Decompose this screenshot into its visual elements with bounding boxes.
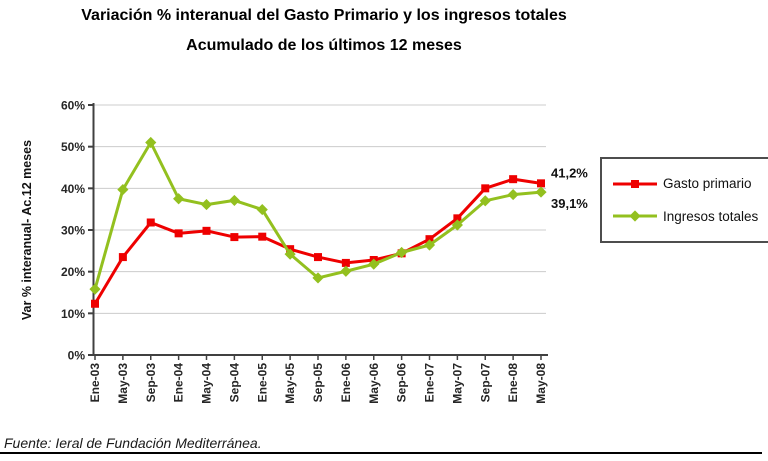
data-point-square <box>146 218 155 227</box>
y-tick-label: 30% <box>61 224 85 238</box>
data-point-diamond <box>629 210 641 222</box>
data-point-diamond <box>89 283 101 295</box>
legend-label-ingresos-totales: Ingresos totales <box>663 208 759 224</box>
data-point-diamond <box>507 188 519 201</box>
data-point-square <box>230 233 239 242</box>
data-point-diamond <box>451 219 463 231</box>
y-tick-label: 60% <box>61 99 85 113</box>
x-tick-label: May-05 <box>283 363 297 404</box>
source-note: Fuente: Ieral de Fundación Mediterránea. <box>4 435 262 451</box>
data-point-diamond <box>340 265 352 277</box>
data-point-diamond <box>535 186 547 198</box>
data-point-diamond <box>368 258 380 270</box>
legend-label-gasto-primario: Gasto primario <box>663 176 752 192</box>
footer-rule <box>0 452 762 454</box>
data-point-diamond <box>479 195 491 207</box>
x-tick-label: Ene-03 <box>88 363 102 403</box>
data-point-square <box>453 214 462 223</box>
x-tick-label: Sep-04 <box>227 363 241 403</box>
data-point-square <box>425 235 434 244</box>
x-tick-label: Ene-06 <box>339 363 353 403</box>
x-tick-label: May-04 <box>200 363 214 404</box>
x-tick-label: Ene-08 <box>506 363 520 403</box>
data-point-square <box>118 253 127 262</box>
x-tick-label: Ene-07 <box>423 363 437 403</box>
data-point-square <box>202 226 211 235</box>
data-point-square <box>537 179 545 188</box>
x-tick-label: May-07 <box>450 363 464 404</box>
x-tick-label: May-06 <box>367 363 381 404</box>
data-point-diamond <box>200 198 213 211</box>
y-tick-label: 50% <box>61 140 85 154</box>
x-tick-label: Ene-04 <box>172 363 186 403</box>
series-gasto-primario: 41,2% <box>91 165 588 308</box>
x-tick-label: Sep-06 <box>395 363 409 403</box>
end-value-label: 41,2% <box>551 165 588 180</box>
data-point-diamond <box>312 272 324 284</box>
red-square-series-marker-icon <box>612 177 658 191</box>
x-tick-label: Sep-03 <box>144 363 158 403</box>
chart-legend: Gasto primario Ingresos totales <box>600 157 768 243</box>
data-point-square <box>509 175 518 184</box>
data-point-square <box>91 299 99 308</box>
data-point-diamond <box>423 239 436 251</box>
data-point-diamond <box>396 246 408 259</box>
y-tick-label: 40% <box>61 182 85 196</box>
x-tick-label: Sep-07 <box>478 363 492 403</box>
data-point-square <box>341 258 350 267</box>
green-diamond-series-marker-icon <box>612 209 658 223</box>
chart-title: Variación % interanual del Gasto Primari… <box>81 7 567 24</box>
data-point-diamond <box>145 136 157 149</box>
series-ingresos-totales: 39,1% <box>89 136 588 295</box>
x-tick-label: Sep-05 <box>311 363 325 403</box>
data-point-square <box>631 179 639 188</box>
data-point-diamond <box>173 193 185 205</box>
data-point-diamond <box>284 248 296 260</box>
end-value-label: 39,1% <box>551 196 588 211</box>
data-point-square <box>174 229 183 238</box>
data-point-square <box>314 253 322 262</box>
y-tick-label: 10% <box>61 307 85 321</box>
y-axis-title: Var % interanual- Ac.12 meses <box>20 140 34 320</box>
chart-subtitle: Acumulado de los últimos 12 meses <box>186 37 462 54</box>
x-tick-label: Ene-05 <box>255 363 269 403</box>
data-point-diamond <box>228 194 240 207</box>
y-tick-label: 0% <box>68 349 86 363</box>
data-point-diamond <box>256 203 268 216</box>
data-point-diamond <box>117 183 129 196</box>
legend-item-gasto-primario: Gasto primario <box>612 176 768 191</box>
x-tick-label: May-08 <box>534 363 548 404</box>
y-tick-label: 20% <box>61 265 85 279</box>
series-line <box>93 177 542 305</box>
data-point-square <box>258 232 267 241</box>
legend-item-ingresos-totales: Ingresos totales <box>612 209 768 224</box>
data-point-square <box>481 184 490 193</box>
x-tick-label: May-03 <box>116 363 130 404</box>
series-line <box>93 141 542 290</box>
